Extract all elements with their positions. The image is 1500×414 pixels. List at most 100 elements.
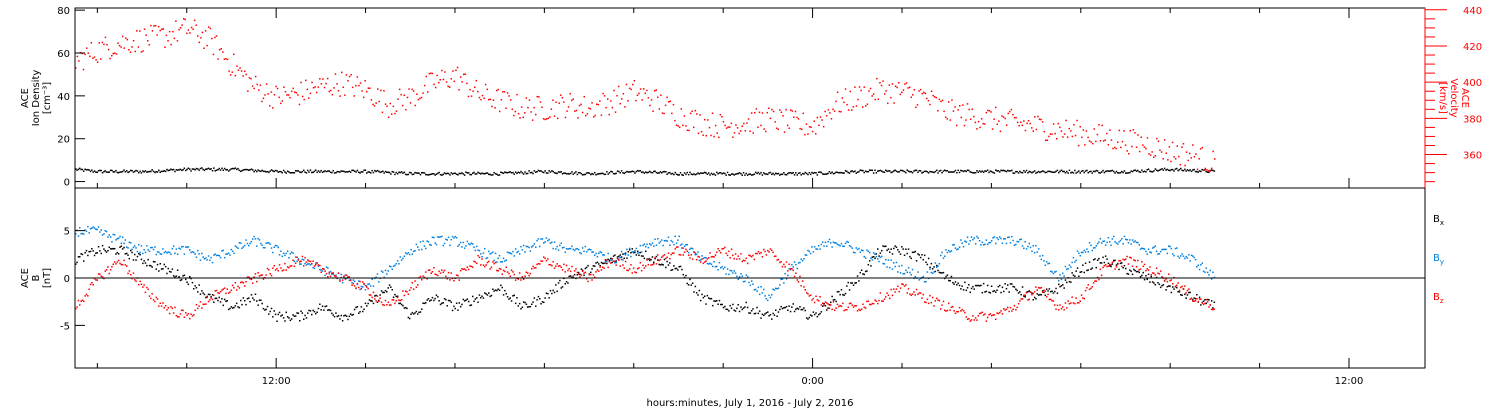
- data-point-bx: [954, 281, 957, 283]
- data-point-ion-density: [905, 171, 907, 174]
- data-point-by: [1130, 243, 1132, 245]
- data-point-bx: [748, 312, 750, 314]
- data-point-ion-density: [218, 167, 220, 170]
- data-point-by: [256, 245, 258, 247]
- data-point-bz: [101, 276, 104, 278]
- data-point-by: [575, 248, 577, 250]
- data-point-ion-density: [592, 173, 595, 176]
- data-point-ion-density: [336, 170, 338, 173]
- data-point-by: [708, 263, 710, 265]
- data-point-velocity: [658, 108, 661, 110]
- data-point-ion-density: [635, 170, 638, 173]
- data-point-bz: [560, 266, 562, 268]
- data-point-bx: [1076, 267, 1079, 269]
- data-point-ion-density: [332, 170, 334, 172]
- data-point-bx: [463, 300, 466, 302]
- data-point-bz: [789, 268, 792, 270]
- data-point-bx: [670, 269, 672, 271]
- data-point-bx: [1196, 294, 1198, 296]
- data-point-velocity: [705, 135, 707, 137]
- data-point-bz: [885, 296, 887, 298]
- data-point-bx: [453, 305, 455, 308]
- data-point-ion-density: [233, 167, 235, 170]
- data-point-by: [213, 254, 215, 256]
- data-point-ion-density: [1165, 169, 1167, 171]
- data-point-bx: [741, 308, 743, 311]
- data-point-bz: [585, 278, 588, 280]
- data-point-bz: [303, 265, 305, 267]
- data-point-ion-density: [977, 171, 979, 173]
- data-point-bx: [626, 257, 628, 259]
- data-point-velocity: [442, 78, 445, 81]
- data-point-ion-density: [1011, 169, 1013, 172]
- data-point-bz: [439, 272, 442, 274]
- data-point-bx: [883, 245, 886, 248]
- data-point-ion-density: [1119, 172, 1122, 174]
- data-point-velocity: [1190, 157, 1192, 159]
- data-point-velocity: [172, 30, 174, 33]
- data-point-velocity: [876, 77, 878, 80]
- data-point-velocity: [1145, 147, 1147, 150]
- data-point-bz: [189, 317, 191, 320]
- data-point-bz: [178, 316, 180, 318]
- data-point-bz: [362, 281, 364, 283]
- data-point-velocity: [556, 117, 559, 120]
- data-point-ion-density: [627, 171, 629, 173]
- data-point-by: [996, 237, 998, 239]
- data-point-ion-density: [600, 172, 603, 175]
- data-point-velocity: [959, 105, 961, 107]
- data-point-bx: [639, 251, 642, 254]
- data-point-bz: [564, 271, 566, 273]
- data-point-by: [482, 252, 485, 254]
- data-point-bx: [461, 303, 463, 306]
- data-point-by: [725, 273, 727, 275]
- data-point-bx: [1129, 269, 1131, 271]
- data-point-ion-density: [571, 171, 573, 173]
- data-point-bz: [201, 307, 203, 309]
- data-point-bx: [143, 260, 145, 262]
- data-point-velocity: [297, 94, 299, 96]
- data-point-ion-density: [775, 172, 777, 175]
- data-point-by: [410, 248, 412, 251]
- data-point-bz: [509, 275, 511, 277]
- data-point-bz: [852, 306, 855, 308]
- data-point-ion-density: [666, 173, 668, 175]
- data-point-by: [760, 286, 762, 288]
- data-point-velocity: [225, 58, 227, 60]
- data-point-by: [898, 265, 900, 267]
- data-point-ion-density: [559, 171, 561, 173]
- data-point-ion-density: [1206, 171, 1209, 173]
- data-point-ion-density: [521, 172, 524, 174]
- data-point-bz: [363, 282, 365, 285]
- data-point-by: [164, 250, 167, 253]
- data-point-ion-density: [461, 172, 463, 174]
- data-point-by: [1147, 248, 1150, 250]
- data-point-bx: [96, 252, 98, 254]
- data-point-by: [404, 252, 407, 254]
- data-point-bz: [682, 254, 684, 256]
- data-point-ion-density: [250, 168, 253, 170]
- data-point-by: [1066, 268, 1068, 271]
- data-point-velocity: [932, 94, 934, 97]
- data-point-ion-density: [690, 173, 692, 175]
- data-point-by: [993, 236, 996, 238]
- data-point-ion-density: [1084, 170, 1087, 172]
- data-point-by: [787, 274, 789, 277]
- data-point-ion-density: [313, 170, 316, 173]
- data-point-ion-density: [993, 172, 996, 174]
- data-point-by: [417, 246, 419, 248]
- data-point-by: [946, 251, 949, 254]
- data-point-bz: [1043, 289, 1045, 291]
- data-point-bz: [274, 269, 277, 271]
- data-point-by: [903, 272, 906, 275]
- data-point-bz: [897, 285, 899, 288]
- data-point-bz: [590, 273, 592, 276]
- data-point-ion-density: [470, 173, 473, 176]
- data-point-ion-density: [1130, 170, 1132, 172]
- data-point-bz: [925, 301, 927, 304]
- data-point-ion-density: [459, 172, 462, 175]
- data-point-by: [673, 243, 675, 246]
- data-point-by: [792, 266, 794, 268]
- data-point-by: [742, 280, 745, 283]
- data-point-ion-density: [347, 171, 349, 173]
